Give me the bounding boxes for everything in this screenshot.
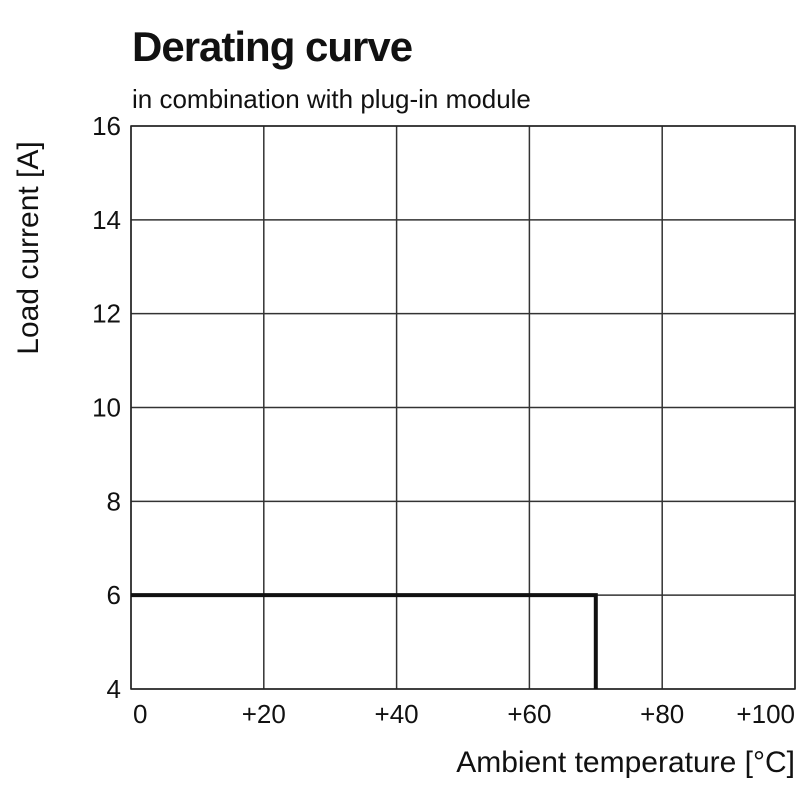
y-tick-label: 4 (107, 674, 121, 704)
x-tick-label: +20 (242, 699, 286, 729)
x-tick-label: +100 (736, 699, 795, 729)
y-tick-label: 6 (107, 580, 121, 610)
y-tick-label: 16 (92, 111, 121, 141)
derating-line (131, 593, 598, 689)
x-tick-label: +80 (640, 699, 684, 729)
y-tick-label: 12 (92, 299, 121, 329)
grid (130, 125, 796, 690)
y-axis-title: Load current [A] (12, 141, 45, 354)
chart-subtitle: in combination with plug-in module (132, 84, 531, 114)
series (131, 593, 598, 689)
x-tick-label: +60 (507, 699, 551, 729)
x-tick-label: 0 (133, 699, 147, 729)
plot-frame (130, 125, 796, 690)
y-tick-label: 10 (92, 393, 121, 423)
y-axis-ticks: 4 6 8 10 12 14 16 (92, 111, 121, 704)
chart-title: Derating curve (132, 23, 413, 70)
y-tick-label: 14 (92, 205, 121, 235)
x-tick-label: +40 (375, 699, 419, 729)
y-tick-label: 8 (107, 486, 121, 516)
x-axis-title: Ambient temperature [°C] (456, 746, 795, 779)
x-axis-ticks: 0 +20 +40 +60 +80 +100 (133, 699, 795, 729)
